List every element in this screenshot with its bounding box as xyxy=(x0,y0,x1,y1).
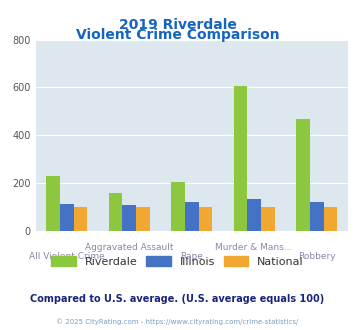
Text: Aggravated Assault: Aggravated Assault xyxy=(85,243,174,251)
Bar xyxy=(46,176,60,231)
Bar xyxy=(234,85,247,231)
Bar xyxy=(171,182,185,231)
Bar xyxy=(296,119,310,231)
Bar xyxy=(198,207,212,231)
Bar xyxy=(323,207,337,231)
Bar xyxy=(185,202,198,231)
Bar xyxy=(136,207,150,231)
Text: © 2025 CityRating.com - https://www.cityrating.com/crime-statistics/: © 2025 CityRating.com - https://www.city… xyxy=(56,318,299,325)
Text: Robbery: Robbery xyxy=(298,252,335,261)
Bar xyxy=(261,207,275,231)
Text: Violent Crime Comparison: Violent Crime Comparison xyxy=(76,28,279,42)
Legend: Riverdale, Illinois, National: Riverdale, Illinois, National xyxy=(51,256,304,267)
Bar xyxy=(247,199,261,231)
Text: Compared to U.S. average. (U.S. average equals 100): Compared to U.S. average. (U.S. average … xyxy=(31,294,324,304)
Text: Murder & Mans...: Murder & Mans... xyxy=(215,243,293,251)
Bar xyxy=(60,204,73,231)
Text: All Violent Crime: All Violent Crime xyxy=(29,252,105,261)
Bar xyxy=(310,202,323,231)
Bar xyxy=(109,193,122,231)
Bar xyxy=(73,207,87,231)
Text: Rape: Rape xyxy=(180,252,203,261)
Bar xyxy=(122,205,136,231)
Text: 2019 Riverdale: 2019 Riverdale xyxy=(119,18,236,32)
